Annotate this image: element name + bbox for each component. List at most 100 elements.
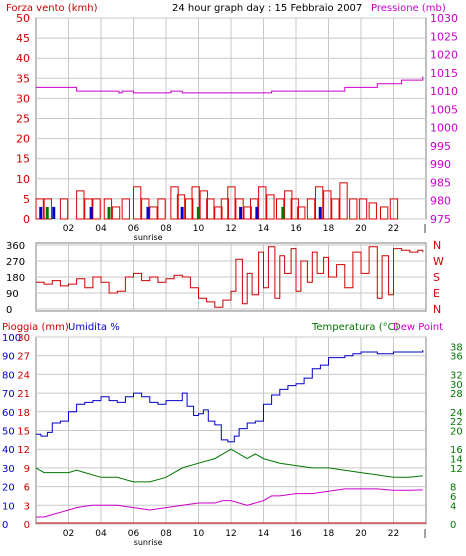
p1-x-tick: 12 xyxy=(225,224,236,234)
humidity-tick: 50 xyxy=(2,427,15,438)
wind-tick: 10 xyxy=(16,173,30,186)
avg-wind-bar xyxy=(39,206,43,219)
p1-x-tick: 22 xyxy=(388,224,399,234)
rain-tick: 27 xyxy=(17,352,30,363)
temperature-tick: 30 xyxy=(450,380,463,391)
gust-bar xyxy=(214,206,223,220)
gust-bar xyxy=(389,198,399,220)
temperature-tick: 24 xyxy=(450,408,463,419)
p3-x-tick: 18 xyxy=(323,529,335,539)
humidity-tick: 30 xyxy=(2,464,15,475)
humidity-tick: 80 xyxy=(2,370,15,381)
gust-bar xyxy=(220,198,230,220)
pressure-tick: 1015 xyxy=(430,67,458,80)
pressure-tick: 985 xyxy=(430,176,451,189)
temperature-tick: 14 xyxy=(450,455,463,466)
p3-x-tick: 10 xyxy=(193,529,205,539)
temperature-tick: 0 xyxy=(450,520,456,531)
rain-tick: 12 xyxy=(17,445,30,456)
p1-x-tick-end: | xyxy=(423,224,426,234)
temperature-line xyxy=(35,448,423,483)
gust-bar xyxy=(185,198,194,220)
gust-bar xyxy=(258,186,267,220)
pressure-axis-title: Pressione (mb) xyxy=(371,3,446,14)
gust-bar xyxy=(199,190,208,220)
pressure-tick: 1030 xyxy=(430,12,458,25)
p1-x-tick: 04 xyxy=(95,224,107,234)
humidity-tick: 70 xyxy=(2,389,15,400)
gust-bar xyxy=(290,198,299,220)
wind-pressure-panel: 0510152025303540455097598098599099510001… xyxy=(16,12,458,242)
humidity-tick: 60 xyxy=(2,408,15,419)
gust-bar xyxy=(157,198,166,220)
gust-bar xyxy=(206,198,215,220)
temperature-axis-title: Temperatura (°C) xyxy=(311,322,399,333)
sunrise-label-bottom: sunrise xyxy=(134,538,163,547)
wind-tick: 50 xyxy=(16,12,30,25)
wind-axis-title: Forza vento (kmh) xyxy=(6,3,98,14)
gust-bar xyxy=(358,198,368,220)
rain-tick: 0 xyxy=(24,520,30,531)
gust-bar xyxy=(111,206,121,220)
gust-bar xyxy=(266,194,275,220)
wind-tick: 15 xyxy=(16,153,30,166)
gust-bar xyxy=(331,198,340,220)
wind-tick: 25 xyxy=(16,113,30,126)
pressure-tick: 1005 xyxy=(430,103,458,116)
pressure-line xyxy=(36,76,424,94)
wind-tick: 30 xyxy=(16,92,30,105)
gust-bar xyxy=(121,198,130,220)
wind-tick: 0 xyxy=(23,213,30,226)
p3-x-tick: 06 xyxy=(128,529,140,539)
dew-point-axis-title: Dew Point xyxy=(393,322,443,333)
gust-bar xyxy=(149,206,158,220)
direction-compass-tick: N xyxy=(433,239,441,252)
rain-tick: 18 xyxy=(17,408,30,419)
gust-bar xyxy=(227,186,236,220)
direction-degree-tick: 270 xyxy=(6,257,25,268)
temperature-tick: 12 xyxy=(450,464,463,475)
gust-bar xyxy=(368,202,377,220)
temperature-tick: 4 xyxy=(450,501,456,512)
humidity-axis-title: Umidita % xyxy=(68,322,120,333)
wind-direction-line xyxy=(36,246,424,308)
avg-wind-bar xyxy=(239,206,243,219)
p3-x-tick-end: | xyxy=(423,529,426,539)
humidity-tick: 10 xyxy=(2,501,15,512)
avg-wind-bar xyxy=(107,206,111,219)
wind-tick: 20 xyxy=(16,133,30,146)
direction-compass-tick: E xyxy=(433,287,440,300)
pressure-tick: 1000 xyxy=(430,122,458,135)
pressure-tick: 1010 xyxy=(430,85,458,98)
wind-tick: 45 xyxy=(16,32,30,45)
pressure-tick: 980 xyxy=(430,195,451,208)
gust-bar xyxy=(76,190,85,220)
gust-bar xyxy=(170,186,179,220)
direction-degree-tick: 0 xyxy=(6,305,12,316)
p3-x-tick: 16 xyxy=(290,529,302,539)
rain-tick: 30 xyxy=(17,333,30,344)
temperature-tick: 20 xyxy=(450,427,463,438)
gust-bar xyxy=(284,190,293,220)
p1-x-tick: 16 xyxy=(290,224,302,234)
humidity-tick: 0 xyxy=(2,520,8,531)
avg-wind-bar xyxy=(281,206,285,219)
dew-point-line xyxy=(36,488,423,518)
avg-wind-bar xyxy=(318,206,322,219)
p3-x-tick: 08 xyxy=(160,529,172,539)
temperature-tick: 22 xyxy=(450,417,463,428)
rain-tick: 3 xyxy=(24,501,30,512)
avg-wind-bar xyxy=(52,206,56,219)
gust-bar xyxy=(380,206,389,220)
p1-x-tick: 14 xyxy=(258,224,270,234)
direction-compass-tick: W xyxy=(433,255,444,268)
p3-x-tick: 14 xyxy=(258,529,270,539)
p3-x-tick: 12 xyxy=(225,529,236,539)
temperature-tick: 28 xyxy=(450,389,463,400)
rain-tick: 9 xyxy=(24,464,30,475)
humidity-tick: 20 xyxy=(2,483,15,494)
temperature-tick: 32 xyxy=(450,370,463,381)
wind-tick: 5 xyxy=(23,193,30,206)
gust-bar xyxy=(92,198,101,220)
